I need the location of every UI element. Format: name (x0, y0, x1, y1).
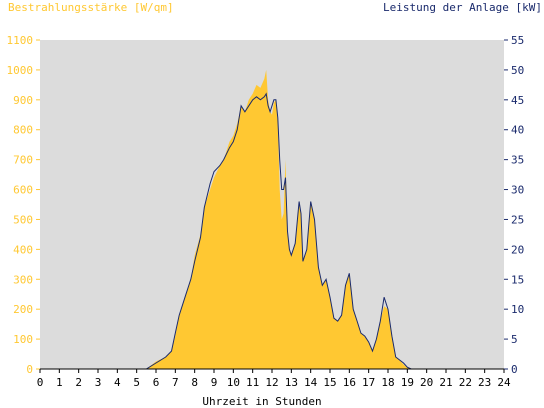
left-y-tick-label: 200 (13, 303, 33, 316)
x-tick-label: 14 (304, 376, 318, 389)
x-tick-label: 8 (191, 376, 198, 389)
x-tick-label: 21 (439, 376, 452, 389)
left-y-tick-label: 400 (13, 243, 33, 256)
x-tick-label: 6 (153, 376, 160, 389)
x-tick-label: 20 (420, 376, 433, 389)
right-y-tick-label: 30 (511, 184, 524, 197)
x-tick-label: 15 (323, 376, 336, 389)
x-tick-label: 9 (211, 376, 218, 389)
right-y-tick-label: 0 (511, 363, 518, 376)
right-y-tick-label: 35 (511, 154, 524, 167)
x-tick-label: 12 (265, 376, 278, 389)
x-tick-label: 24 (497, 376, 511, 389)
power-line (40, 92, 504, 370)
left-y-tick-label: 100 (13, 333, 33, 346)
left-y-tick-label: 300 (13, 273, 33, 286)
right-y-tick-label: 10 (511, 303, 524, 316)
right-y-tick-label: 40 (511, 124, 524, 137)
right-y-tick-label: 50 (511, 64, 524, 77)
x-tick-label: 3 (95, 376, 102, 389)
x-tick-label: 18 (381, 376, 394, 389)
left-y-tick-label: 0 (26, 363, 33, 376)
x-axis-ticks: 0 1 2 3 4 5 6 7 8 9 10 11 12 13 14 15 16 17 18 19 20 21 22 23 24 (37, 369, 511, 389)
right-y-tick-label: 20 (511, 243, 524, 256)
x-tick-label: 2 (75, 376, 82, 389)
x-tick-label: 11 (246, 376, 259, 389)
x-tick-label: 4 (114, 376, 121, 389)
right-y-tick-label: 25 (511, 213, 524, 226)
right-y-tick-label: 45 (511, 94, 524, 107)
irradiance-area (40, 69, 504, 370)
x-tick-label: 22 (459, 376, 472, 389)
x-tick-label: 10 (227, 376, 240, 389)
x-tick-label: 17 (362, 376, 375, 389)
right-axis-title: Leistung der Anlage [kW] (383, 1, 542, 14)
left-y-tick-label: 900 (13, 94, 33, 107)
left-axis-title: Bestrahlungsstärke [W/qm] (8, 1, 174, 14)
right-y-tick-label: 15 (511, 273, 524, 286)
x-tick-label: 7 (172, 376, 179, 389)
x-tick-label: 1 (56, 376, 63, 389)
left-y-tick-label: 1000 (7, 64, 34, 77)
left-y-tick-label: 500 (13, 213, 33, 226)
right-y-axis-ticks: 0 5 10 15 20 25 30 35 40 45 50 55 (504, 34, 524, 376)
left-y-tick-label: 1100 (7, 34, 34, 47)
x-axis-label: Uhrzeit in Stunden (202, 395, 321, 408)
left-y-tick-label: 700 (13, 154, 33, 167)
left-y-axis-ticks: 0 100 200 300 400 500 600 700 800 900 1000 1100 (7, 34, 40, 376)
x-tick-label: 5 (133, 376, 140, 389)
left-y-tick-label: 600 (13, 184, 33, 197)
left-y-tick-label: 800 (13, 124, 33, 137)
x-tick-label: 19 (401, 376, 414, 389)
right-y-tick-label: 55 (511, 34, 524, 47)
x-tick-label: 23 (478, 376, 491, 389)
x-tick-label: 13 (285, 376, 298, 389)
x-tick-label: 0 (37, 376, 44, 389)
x-tick-label: 16 (343, 376, 356, 389)
right-y-tick-label: 5 (511, 333, 518, 346)
